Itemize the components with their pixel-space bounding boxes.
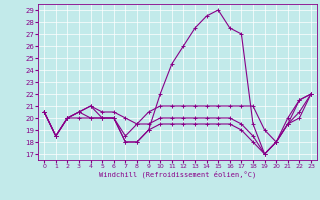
X-axis label: Windchill (Refroidissement éolien,°C): Windchill (Refroidissement éolien,°C) <box>99 171 256 178</box>
